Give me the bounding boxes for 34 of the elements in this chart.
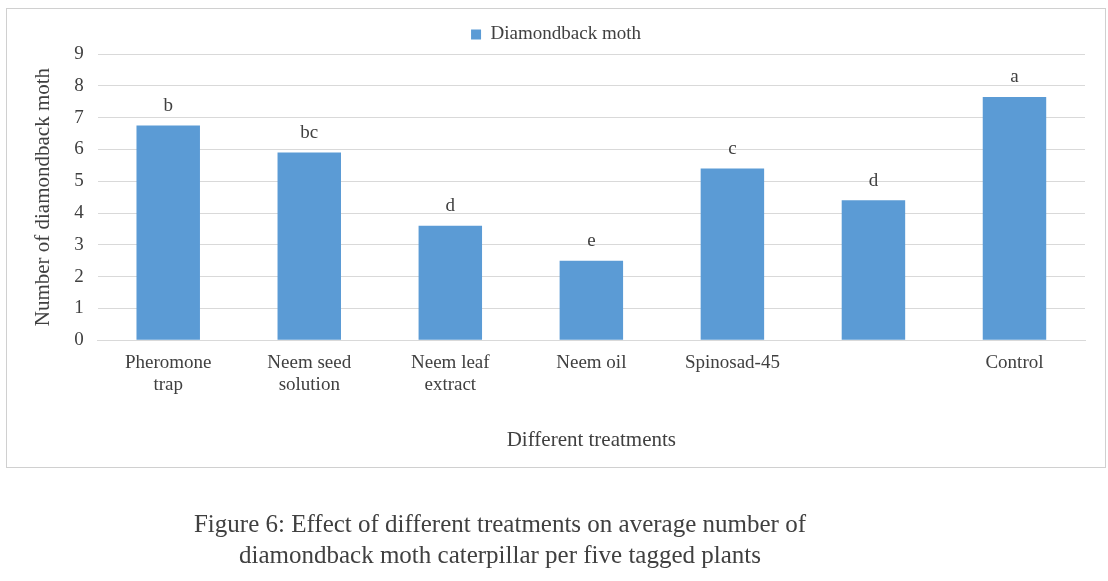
x-tick-label: Control	[985, 350, 1044, 372]
y-tick-label: 3	[74, 232, 84, 254]
data-label: d	[868, 168, 879, 190]
y-axis-title: Number of diamondback moth	[30, 67, 55, 327]
y-tick-label: 0	[74, 328, 84, 350]
bar	[136, 125, 200, 340]
x-tick-label: Pheromone trap	[124, 350, 212, 395]
bar	[700, 168, 765, 340]
data-label: b	[163, 94, 173, 116]
caption: Figure 6: Effect of different treatments on average number of diamondback moth caterpillar per five tagged plants	[192, 509, 807, 570]
bar	[418, 225, 483, 340]
y-tick-label: 8	[74, 73, 84, 95]
x-tick-label: Neem leaf extract	[411, 350, 491, 395]
bar	[841, 200, 906, 340]
y-tick-label: 7	[74, 105, 84, 127]
y-tick-label: 2	[74, 264, 84, 286]
y-tick-label: 9	[74, 41, 84, 63]
legend-label: Diamondback moth	[490, 22, 642, 44]
y-tick-label: 6	[74, 137, 84, 159]
y-tick-label: 4	[74, 200, 85, 222]
data-label: c	[728, 136, 737, 158]
y-tick-label: 1	[74, 296, 84, 318]
x-tick-label: Neem seed solution	[267, 350, 352, 395]
y-tick-label: 5	[74, 169, 84, 191]
data-label: d	[445, 194, 456, 216]
bar	[559, 260, 624, 340]
bar	[277, 152, 341, 340]
data-label: bc	[300, 121, 319, 143]
bar	[982, 96, 1047, 340]
x-axis-title: Different treatments	[506, 426, 676, 451]
data-label: a	[1010, 65, 1020, 87]
data-label: e	[587, 229, 596, 251]
x-tick-label: Spinosad-45	[684, 350, 780, 372]
x-tick-label: Neem oil	[556, 350, 627, 372]
